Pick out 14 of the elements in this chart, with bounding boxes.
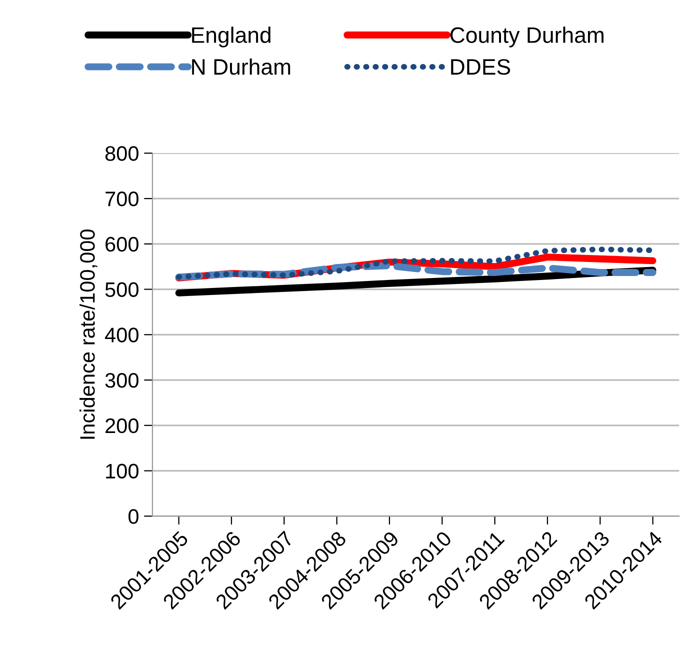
legend-label: England (192, 26, 270, 48)
y-tick-label: 600 (106, 236, 138, 252)
y-axis-title: Incidence rate/100,000 (80, 229, 98, 439)
y-tick-label: 400 (104, 328, 138, 342)
y-tick-label: 500 (105, 282, 138, 298)
y-tick-label: 0 (128, 509, 138, 524)
y-tick-label: 100 (106, 464, 138, 479)
y-tick-label: 300 (105, 373, 138, 388)
y-tick-label: 800 (105, 146, 138, 161)
legend-label: DDES (451, 59, 510, 75)
y-tick-label: 200 (106, 418, 138, 434)
y-tick-label: 700 (106, 192, 138, 206)
legend-label: County Durham (450, 26, 604, 48)
legend-label: N Durham (192, 58, 290, 75)
